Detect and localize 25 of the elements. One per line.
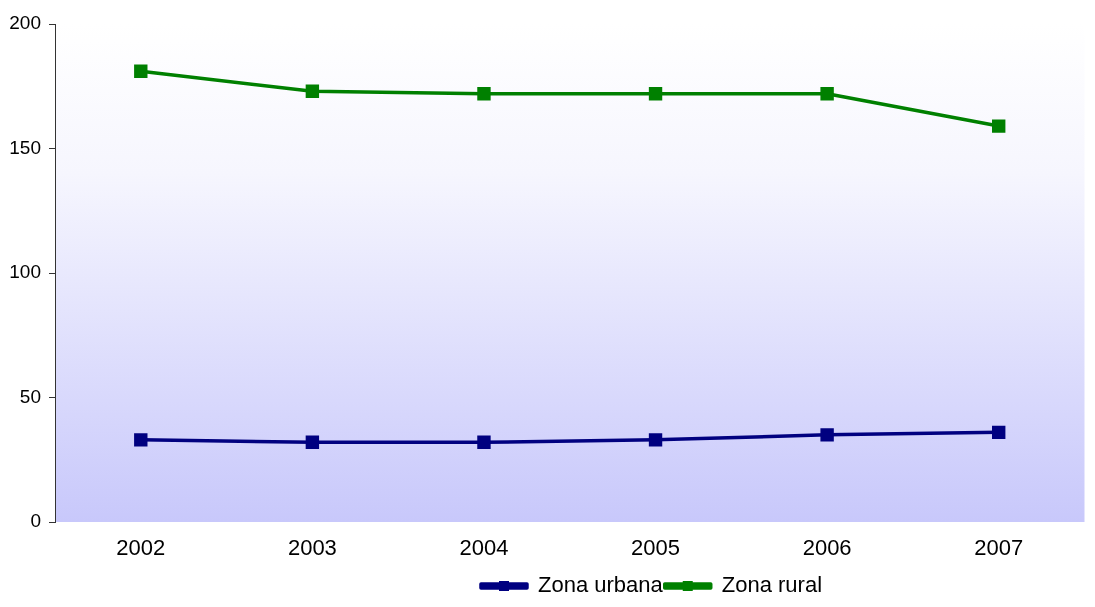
x-tick-label: 2005 [631,535,681,561]
x-tick-label: 2003 [287,535,337,561]
point [477,87,491,101]
x-tick-label: 2006 [802,535,852,561]
point [305,435,320,450]
point [820,87,834,101]
point [648,433,663,447]
point [648,87,663,101]
legend-label: Zona urbana [537,572,664,598]
y-tick-label: 0 [30,510,41,532]
point [477,435,491,450]
y-tick-label: 50 [19,385,41,407]
point [992,119,1006,133]
y-tick-label: 100 [9,261,41,283]
y-tick-label: 150 [9,136,41,158]
x-tick-label: 2007 [974,535,1024,561]
legend-label: Zona rural [721,572,823,598]
point [134,433,148,447]
point [820,428,834,442]
y-tick-label: 200 [9,12,41,34]
point [305,84,320,98]
point [134,64,148,79]
x-tick-label: 2004 [459,535,509,561]
point [992,425,1006,440]
x-tick-label: 2002 [116,535,166,561]
